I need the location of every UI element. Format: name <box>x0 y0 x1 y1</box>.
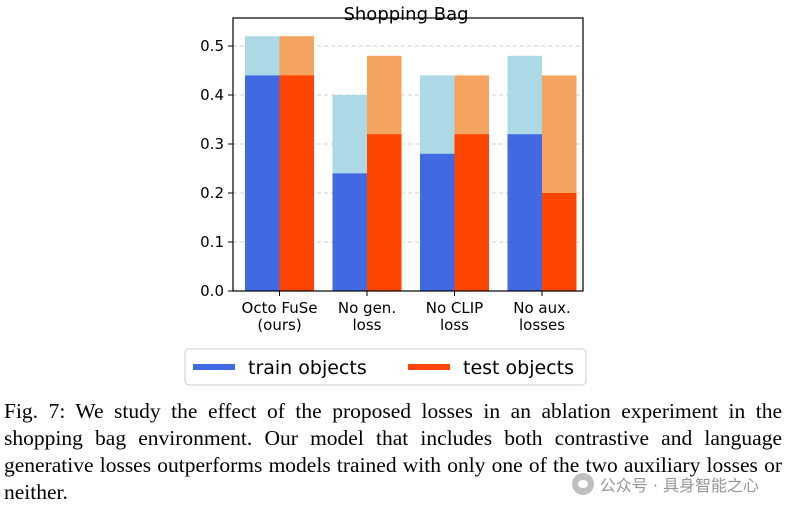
x-tick-label: No aux. losses <box>513 299 571 334</box>
y-tick-label: 0.3 <box>200 135 224 153</box>
y-tick-label: 0.4 <box>200 86 224 104</box>
bars <box>245 36 577 292</box>
x-tick-label: No CLIP loss <box>426 299 483 334</box>
y-axis: 0.0 0.1 0.2 0.3 0.4 0.5 <box>200 37 233 300</box>
watermark-text: 公众号 · 具身智能之心 <box>599 476 759 495</box>
y-tick-label: 0.2 <box>200 184 224 202</box>
legend-box <box>184 348 587 386</box>
bar-train <box>420 153 455 291</box>
bar-test <box>367 134 402 291</box>
chart: Shopping Bag 0.0 0.1 0.2 0.3 0.4 0.5 Octo FuS… <box>184 4 587 386</box>
bar-test <box>279 75 314 292</box>
plot-frame <box>232 17 584 292</box>
x-axis: Octo FuSe (ours) No gen. loss No CLIP loss No … <box>242 291 571 334</box>
x-tick-label: Octo FuSe (ours) <box>242 299 318 334</box>
y-tick-label: 0.1 <box>200 233 224 251</box>
bar-train <box>507 134 542 291</box>
y-tick-label: 0.5 <box>200 37 224 55</box>
legend-label-train: train objects <box>248 357 367 379</box>
bar-test <box>454 134 489 291</box>
figure-caption: Fig. 7: We study the effect of the propo… <box>4 399 782 504</box>
wechat-icon <box>571 473 594 495</box>
legend-label-test: test objects <box>463 357 574 379</box>
bar-train <box>332 173 367 291</box>
bar-train <box>245 75 280 292</box>
x-tick-label: No gen. loss <box>338 299 396 334</box>
y-tick-label: 0.0 <box>200 282 224 300</box>
watermark: 公众号 · 具身智能之心 <box>571 472 759 496</box>
chart-title: Shopping Bag <box>343 4 468 25</box>
bar-test <box>542 193 577 291</box>
legend: train objects test objects <box>184 348 587 386</box>
